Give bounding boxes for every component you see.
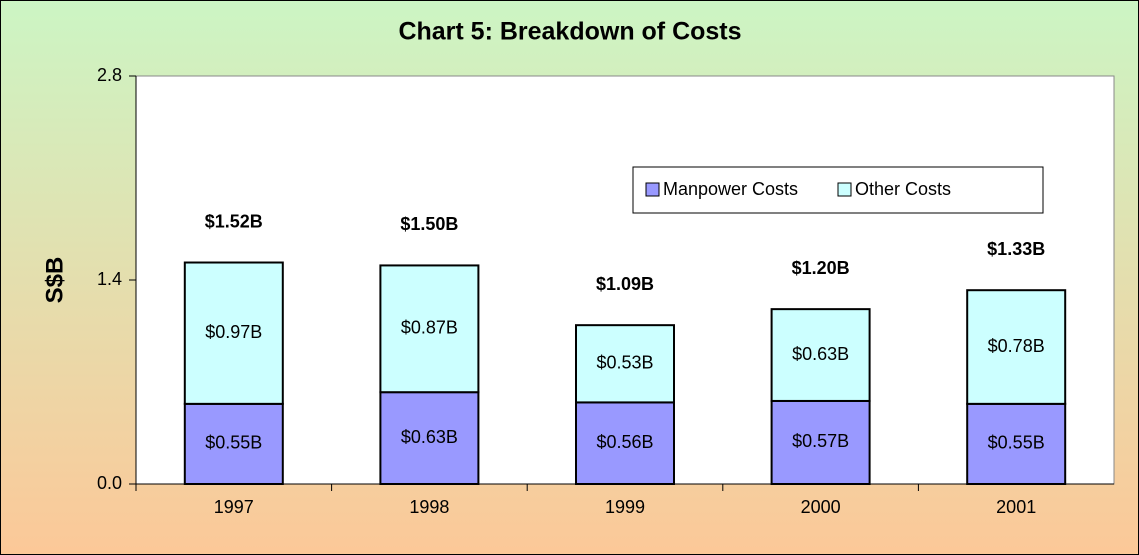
- bar-segment: [770, 308, 871, 402]
- x-tick-label: 2000: [801, 497, 841, 517]
- bar-segment: [575, 401, 675, 485]
- bar-segment: [379, 264, 480, 394]
- legend-label: Manpower Costs: [663, 179, 798, 199]
- bar-segment: [575, 324, 675, 404]
- y-tick-label: 1.4: [97, 269, 122, 289]
- total-label: $1.09B: [596, 274, 654, 294]
- bar-segment: [966, 289, 1067, 405]
- value-label: $0.87B: [401, 318, 458, 338]
- value-label: $0.55B: [988, 433, 1045, 453]
- value-label: $0.56B: [596, 432, 653, 452]
- value-label: $0.57B: [792, 431, 849, 451]
- x-tick-label: 1997: [214, 497, 254, 517]
- legend-label: Other Costs: [855, 179, 951, 199]
- x-tick-label: 1999: [605, 497, 645, 517]
- total-label: $1.20B: [792, 258, 850, 278]
- bar-segment: [770, 399, 871, 486]
- bar-segment: [966, 402, 1067, 486]
- chart-title: Chart 5: Breakdown of Costs: [398, 18, 741, 46]
- value-label: $0.63B: [401, 427, 458, 447]
- value-label: $0.55B: [205, 433, 262, 453]
- x-tick-label: 2001: [996, 497, 1036, 517]
- y-axis-label: S$B: [41, 257, 68, 304]
- total-label: $1.50B: [400, 214, 458, 234]
- bar-segment: [183, 261, 284, 405]
- value-label: $0.63B: [792, 344, 849, 364]
- y-tick-label: 2.8: [97, 65, 122, 85]
- bar-segment: [379, 391, 480, 486]
- y-tick-label: 0.0: [97, 473, 122, 493]
- value-label: $0.78B: [988, 336, 1045, 356]
- total-label: $1.33B: [987, 239, 1045, 259]
- legend-swatch: [837, 182, 852, 197]
- x-tick-label: 1998: [409, 497, 449, 517]
- value-label: $0.53B: [596, 353, 653, 373]
- total-label: $1.52B: [205, 211, 263, 231]
- legend-swatch: [645, 182, 660, 197]
- value-label: $0.97B: [205, 322, 262, 342]
